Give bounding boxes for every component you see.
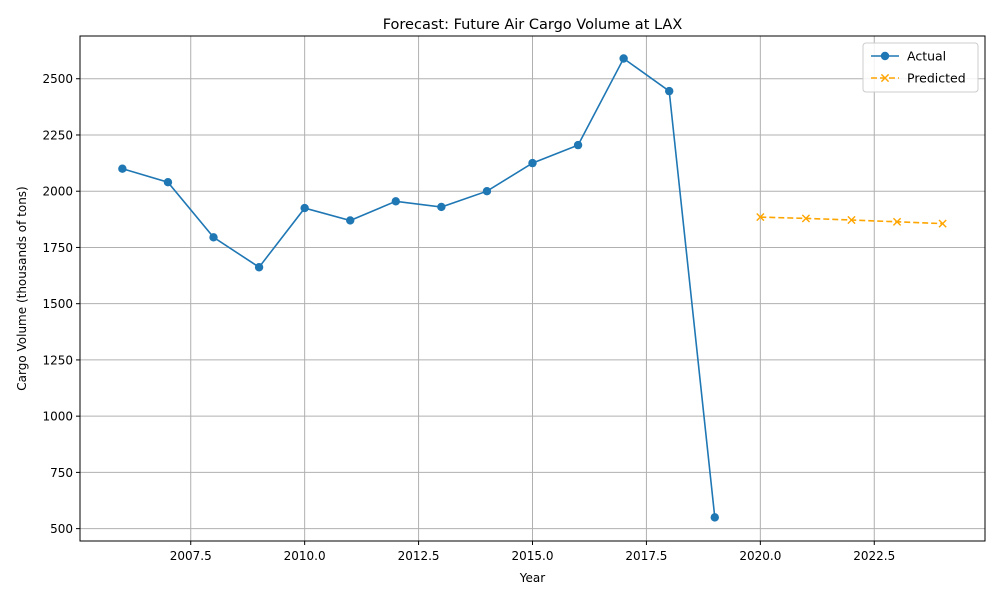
data-point (573, 140, 583, 150)
y-axis: 500 750 1000 1250 1500 1750 2000 2250 2500 (42, 72, 80, 536)
legend-label: Predicted (907, 71, 966, 86)
legend-entry-actual: Actual (871, 49, 946, 64)
grid (80, 36, 985, 541)
x-tick-label: 2007.5 (170, 549, 212, 563)
y-tick-label: 1500 (42, 297, 73, 311)
x-tick-label: 2020.0 (739, 549, 781, 563)
chart-title: Forecast: Future Air Cargo Volume at LAX (383, 17, 683, 33)
series-actual (118, 54, 719, 522)
series-predicted (756, 212, 947, 228)
x-axis-title: Year (519, 571, 545, 585)
data-point (892, 217, 902, 226)
legend-entry-predicted: Predicted (871, 71, 966, 86)
x-axis: 2007.5 2010.0 2012.5 2015.0 2017.5 2020.0 2022… (170, 541, 895, 563)
y-tick-label: 1000 (42, 410, 73, 424)
y-tick-label: 2000 (42, 185, 73, 199)
y-tick-label: 500 (50, 522, 73, 536)
data-point (801, 214, 811, 223)
legend-marker (880, 73, 890, 83)
data-point (938, 219, 947, 228)
x-tick-label: 2012.5 (398, 549, 440, 563)
data-point (209, 233, 218, 242)
data-point (482, 187, 492, 196)
legend: Actual Predicted (862, 42, 979, 93)
y-tick-label: 2250 (42, 128, 73, 142)
data-point (710, 513, 719, 522)
data-point (665, 86, 674, 96)
data-point (437, 202, 446, 212)
data-point (847, 215, 856, 225)
y-axis-title: Cargo Volume (thousands of tons) (15, 186, 29, 390)
y-tick-label: 1750 (42, 241, 73, 255)
data-point (619, 54, 628, 63)
series-line-actual (122, 57, 716, 518)
data-point (300, 203, 309, 213)
y-tick-label: 750 (50, 466, 73, 480)
x-tick-label: 2015.0 (512, 549, 554, 563)
data-point (163, 178, 173, 187)
data-point (118, 164, 127, 173)
x-tick-label: 2022.5 (853, 549, 895, 563)
legend-label: Actual (907, 49, 946, 64)
data-point (528, 158, 537, 168)
data-point (391, 197, 400, 206)
data-point (756, 212, 765, 222)
data-point (346, 216, 355, 225)
x-tick-label: 2010.0 (284, 549, 326, 563)
legend-marker (880, 51, 890, 61)
x-tick-label: 2017.5 (625, 549, 667, 563)
y-tick-label: 1250 (42, 353, 73, 367)
y-tick-label: 2500 (42, 72, 73, 86)
data-point (254, 263, 264, 272)
series-layer (118, 54, 947, 522)
